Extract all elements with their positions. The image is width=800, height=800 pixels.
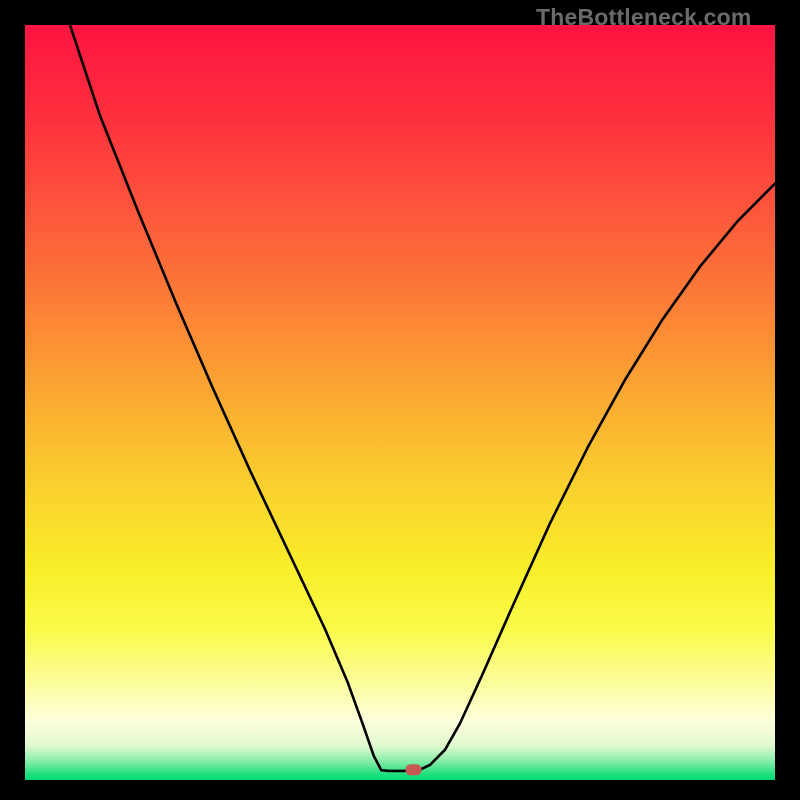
chart-svg bbox=[0, 0, 800, 800]
watermark-text: TheBottleneck.com bbox=[536, 4, 752, 31]
gradient-background bbox=[25, 25, 775, 780]
optimum-marker bbox=[406, 764, 422, 775]
chart-frame: TheBottleneck.com bbox=[0, 0, 800, 800]
